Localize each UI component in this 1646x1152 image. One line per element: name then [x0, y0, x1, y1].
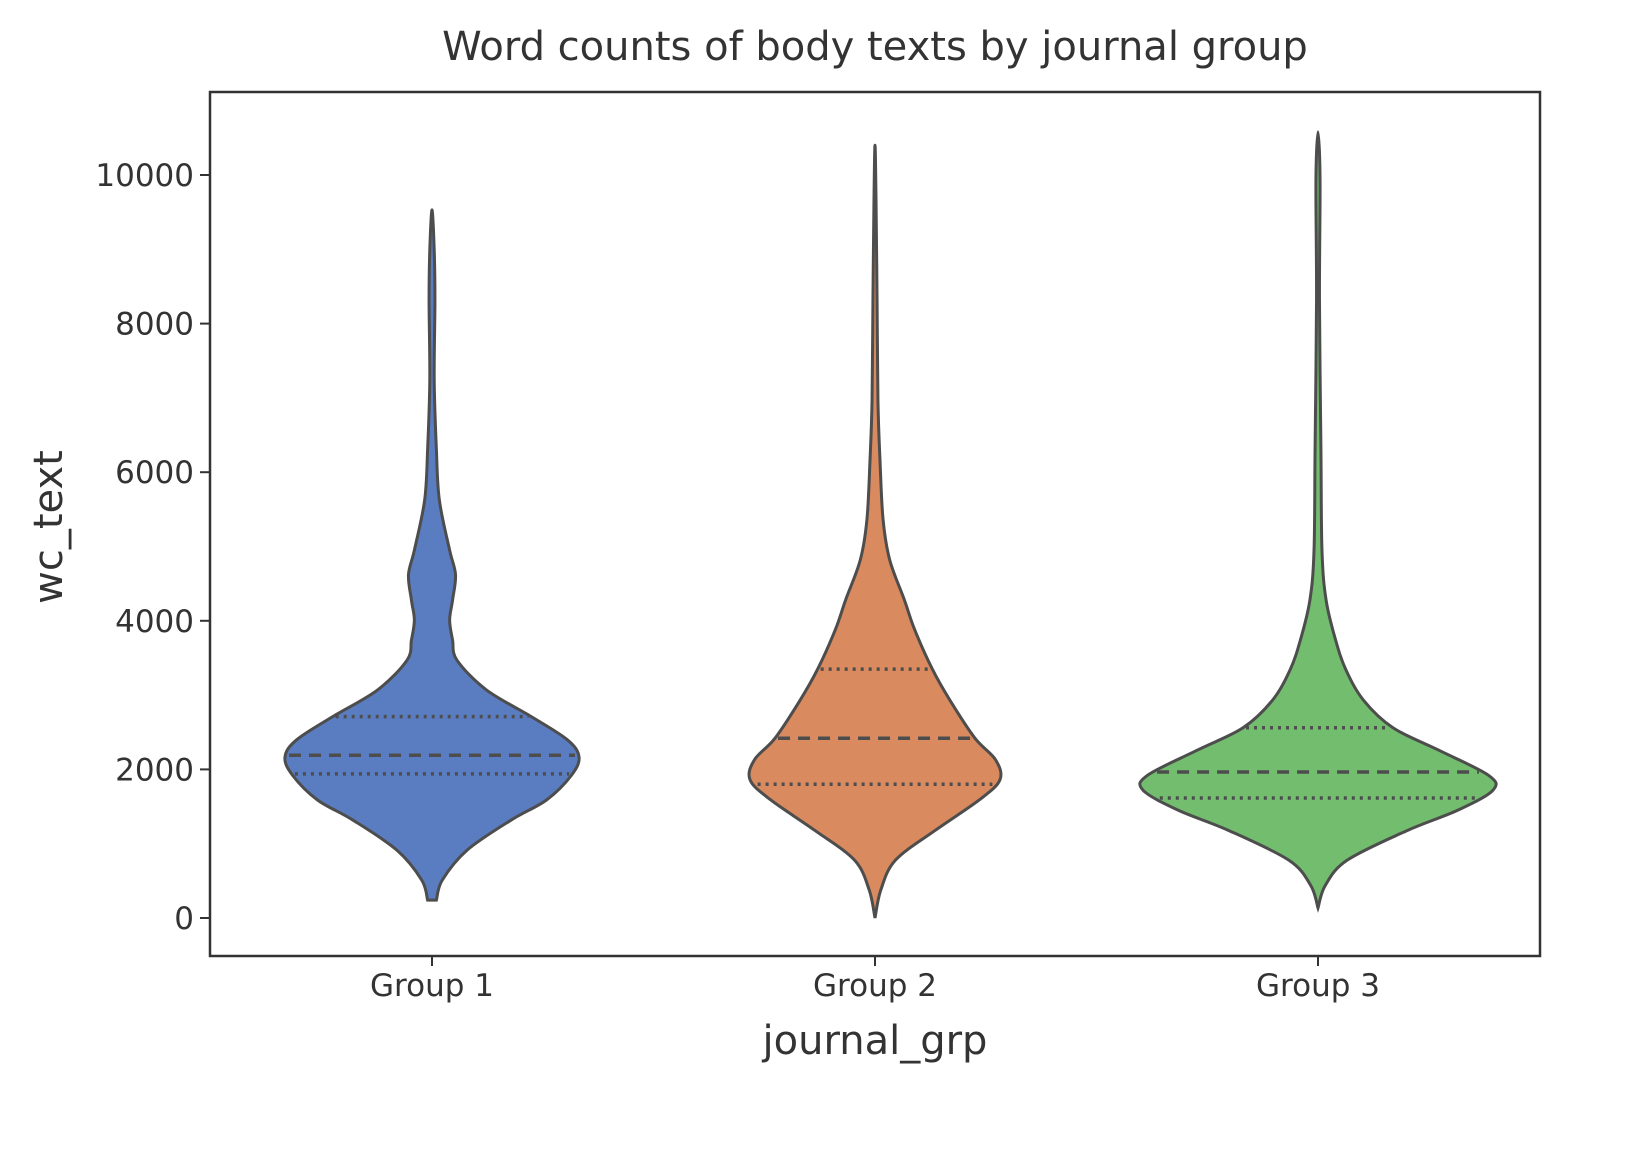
- y-tick-label: 6000: [115, 455, 194, 491]
- violin-body: [283, 208, 581, 902]
- x-axis-label: journal_grp: [762, 1018, 988, 1064]
- y-tick-label: 8000: [115, 307, 194, 343]
- y-axis-label: wc_text: [26, 450, 72, 604]
- y-tick-label: 0: [174, 901, 194, 937]
- chart-title: Word counts of body texts by journal gro…: [442, 24, 1308, 70]
- x-tick-label: Group 2: [813, 968, 937, 1004]
- violin-2: [747, 143, 1003, 919]
- y-tick-label: 2000: [115, 752, 194, 788]
- violin-body: [1138, 130, 1498, 913]
- y-tick-label: 4000: [115, 604, 194, 640]
- y-tick-label: 10000: [95, 158, 194, 194]
- x-tick-label: Group 1: [370, 968, 494, 1004]
- violin-3: [1138, 130, 1498, 913]
- x-tick-label: Group 3: [1256, 968, 1380, 1004]
- violin-1: [283, 208, 581, 902]
- y-axis: 0 2000 4000 6000 8000 10000: [95, 158, 210, 937]
- violin-body: [747, 143, 1003, 919]
- violins-layer: [283, 130, 1498, 919]
- x-axis: Group 1 Group 2 Group 3: [370, 956, 1380, 1004]
